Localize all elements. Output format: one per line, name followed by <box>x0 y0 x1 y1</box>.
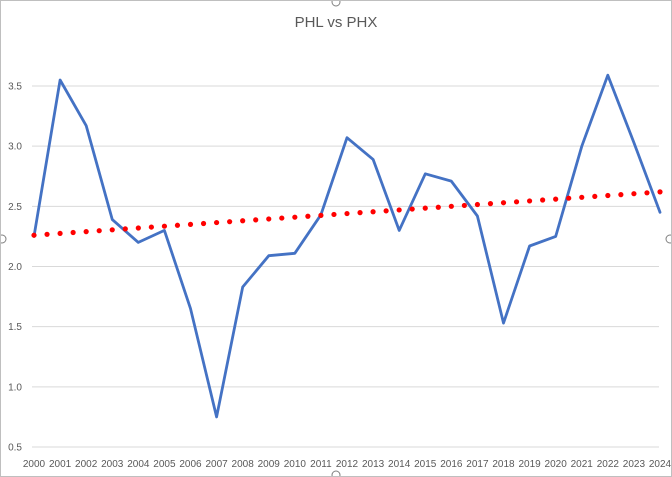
x-tick-label: 2007 <box>205 459 228 470</box>
x-tick-label: 2003 <box>101 459 124 470</box>
trendline-dot <box>383 208 389 214</box>
trendline-dot <box>148 224 154 230</box>
y-tick-label: 1.0 <box>8 382 22 393</box>
trendline-dot <box>227 219 233 225</box>
trendline-dot <box>474 201 481 208</box>
x-tick-label: 2015 <box>414 459 437 470</box>
trendline-dot <box>566 195 572 201</box>
x-tick-label: 2005 <box>153 459 176 470</box>
x-tick-label: 2008 <box>232 459 255 470</box>
trendline-dot <box>579 194 585 200</box>
x-axis-labels: 2000 2001 2002 2003 2004 2005 2006 2007 2008 2009… <box>23 459 672 470</box>
y-tick-label: 2.5 <box>8 202 22 213</box>
x-tick-label: 2013 <box>362 459 385 470</box>
trendline-dot <box>331 211 337 218</box>
trendline-dot <box>500 200 507 206</box>
trendline-dot <box>448 203 454 209</box>
trendline-dot <box>592 193 598 200</box>
trendline-dot <box>526 198 533 204</box>
trendline-dot <box>435 204 441 210</box>
y-tick-label: 0.5 <box>8 443 22 454</box>
trendline-dot <box>292 214 298 220</box>
x-tick-label: 2006 <box>179 459 202 470</box>
resize-handle[interactable] <box>0 234 7 244</box>
resize-handle[interactable] <box>331 470 341 477</box>
trendline-dot <box>279 215 285 221</box>
series-line <box>32 73 662 419</box>
chart-title: PHL vs PHX <box>295 14 378 31</box>
x-tick-label: 2012 <box>336 459 359 470</box>
x-tick-label: 2016 <box>440 459 463 470</box>
trendline-dot <box>318 212 324 218</box>
trendline-dot <box>553 196 559 202</box>
trendline-dot <box>187 221 194 227</box>
trendline-dot <box>253 217 259 223</box>
trendline-dot <box>96 228 102 234</box>
trendline-dot <box>513 199 520 205</box>
trendline-dot <box>266 216 272 222</box>
x-tick-label: 2004 <box>127 459 150 470</box>
trendline-dot <box>370 209 376 215</box>
x-tick-label: 2001 <box>49 459 72 470</box>
trendline-dot <box>422 205 428 211</box>
x-tick-label: 2019 <box>518 459 541 470</box>
trendline-dot <box>305 213 311 219</box>
trendline-dot <box>409 206 415 212</box>
trendline-dot <box>605 192 611 199</box>
plot-area <box>31 73 663 419</box>
x-tick-label: 2023 <box>623 459 646 470</box>
trendline-dot <box>44 231 50 237</box>
x-tick-label: 2021 <box>571 459 594 470</box>
trendline-dot <box>631 191 637 197</box>
x-tick-label: 2010 <box>284 459 307 470</box>
trendline-dot <box>174 222 181 228</box>
y-axis-labels: 0.5 1.0 1.5 2.0 2.5 3.0 3.5 <box>8 82 22 454</box>
trendline-dot <box>200 220 207 227</box>
trendline-dot <box>396 207 402 213</box>
x-tick-label: 2022 <box>597 459 620 470</box>
trendline-dot <box>487 201 494 207</box>
y-tick-label: 3.0 <box>8 142 22 153</box>
x-tick-label: 2018 <box>492 459 515 470</box>
x-tick-label: 2017 <box>466 459 489 470</box>
trendline-dot <box>135 225 141 231</box>
trendline-dot <box>83 229 89 235</box>
trendline-dot <box>57 230 63 237</box>
trendline-dot <box>344 210 350 217</box>
y-tick-label: 1.5 <box>8 322 22 333</box>
x-tick-label: 2000 <box>23 459 46 470</box>
x-tick-label: 2002 <box>75 459 98 470</box>
trendline-dot <box>109 227 115 233</box>
x-tick-label: 2014 <box>388 459 411 470</box>
x-tick-label: 2024 <box>649 459 672 470</box>
resize-handle[interactable] <box>665 234 672 244</box>
trendline-dot <box>644 190 650 196</box>
trendline-dot <box>31 232 37 238</box>
trendline-dot <box>161 223 168 229</box>
x-tick-label: 2011 <box>310 459 332 470</box>
trendline-dot <box>213 219 220 226</box>
trendline-dot <box>70 229 76 236</box>
trendline-dot <box>240 218 246 224</box>
resize-handle[interactable] <box>331 0 341 7</box>
y-tick-label: 3.5 <box>8 82 22 93</box>
trendline-dot <box>657 189 663 195</box>
x-tick-label: 2020 <box>545 459 568 470</box>
trendline-dot <box>618 192 624 198</box>
trendline-dot <box>461 202 467 209</box>
trendline-dot <box>357 210 363 216</box>
trendline-dot <box>540 197 546 203</box>
x-tick-label: 2009 <box>258 459 281 470</box>
trendline-dot <box>122 226 128 232</box>
y-tick-label: 2.0 <box>8 262 22 273</box>
